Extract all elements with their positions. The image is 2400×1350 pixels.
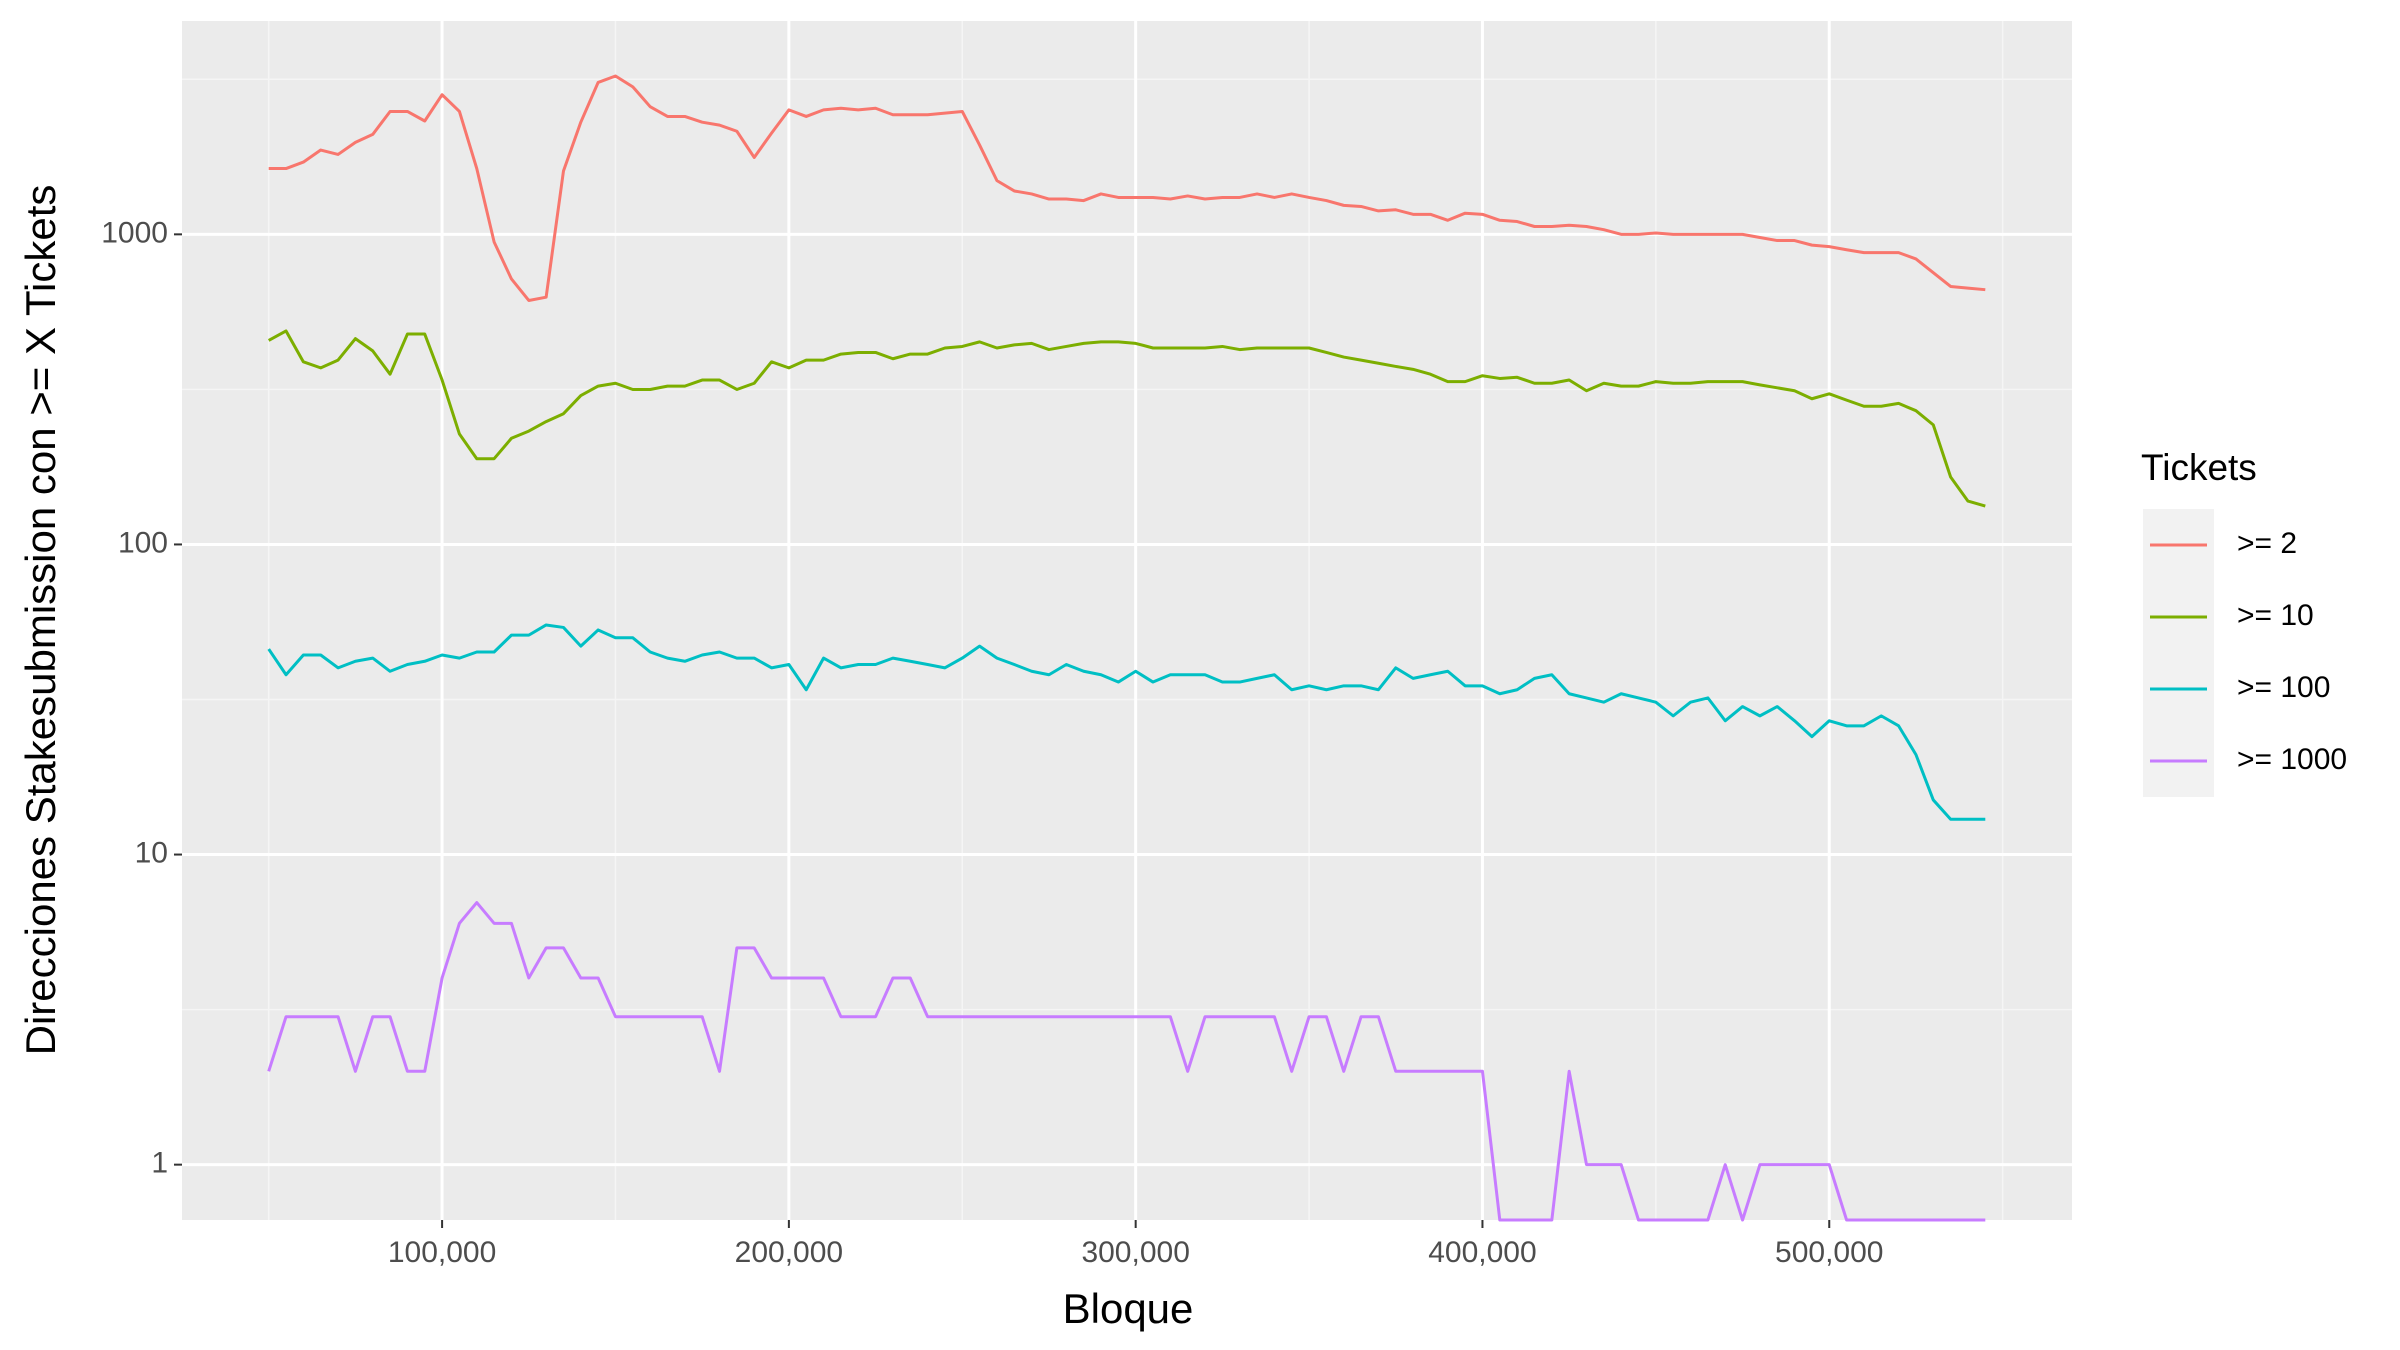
series-line xyxy=(267,623,1986,821)
legend: >= 2 >= 10 >= 100 >= 1000 xyxy=(2143,509,2347,797)
legend-title: Tickets xyxy=(2141,447,2257,488)
y-tick-label: 1000 xyxy=(101,216,168,249)
legend-label: >= 100 xyxy=(2237,671,2330,704)
series-line xyxy=(267,901,1986,1222)
grid xyxy=(182,21,2072,1220)
plot-lines xyxy=(267,74,1986,1222)
y-tick-label: 1 xyxy=(151,1147,168,1180)
x-tick-label: 400,000 xyxy=(1428,1236,1536,1269)
series-line xyxy=(267,329,1986,508)
y-tick-label: 10 xyxy=(135,836,168,869)
legend-label: >= 10 xyxy=(2237,599,2314,632)
legend-key-background xyxy=(2143,509,2214,797)
legend-label: >= 2 xyxy=(2237,527,2297,560)
x-tick-label: 200,000 xyxy=(735,1236,843,1269)
legend-label: >= 1000 xyxy=(2237,743,2347,776)
x-tick-label: 100,000 xyxy=(388,1236,496,1269)
axes: 100,000 200,000 300,000 400,000 500,000 1 10 10… xyxy=(101,216,1883,1269)
panel-background xyxy=(182,21,2072,1220)
x-tick-label: 300,000 xyxy=(1081,1236,1189,1269)
y-axis-title: Direcciones Stakesubmission con >= X Tic… xyxy=(17,185,64,1056)
x-axis-title: Bloque xyxy=(1063,1285,1194,1332)
series-line xyxy=(268,74,1986,302)
x-tick-label: 500,000 xyxy=(1775,1236,1883,1269)
y-tick-label: 100 xyxy=(118,526,168,559)
